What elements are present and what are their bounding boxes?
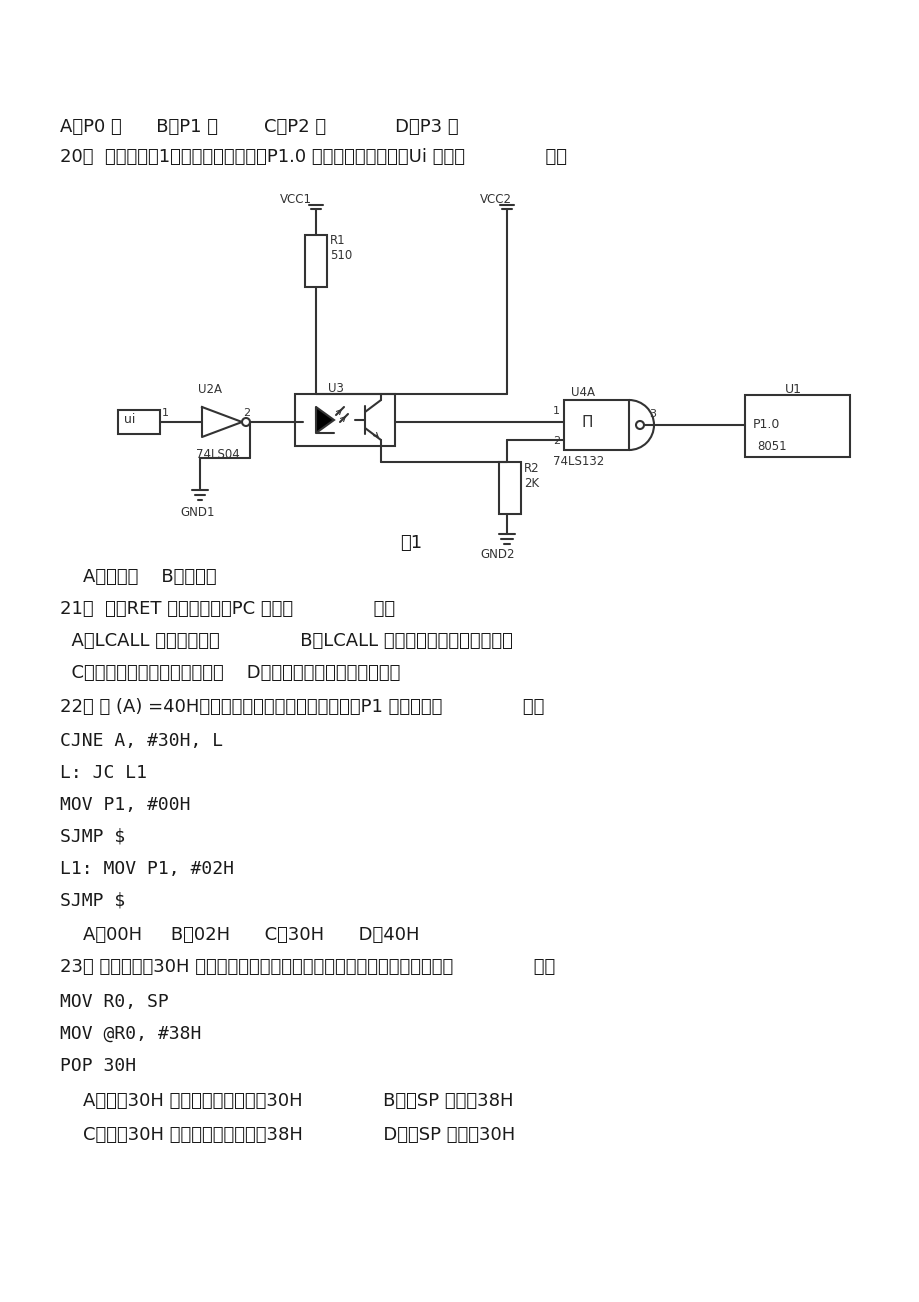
Bar [498,462,520,514]
Circle shape [242,418,250,426]
Text: VCC2: VCC2 [480,193,512,206]
Text: MOV @R0, #38H: MOV @R0, #38H [60,1025,201,1043]
Text: R1: R1 [330,234,346,247]
Text: SJMP $: SJMP $ [60,828,125,846]
Text: 510: 510 [330,249,352,262]
Text: L: JC L1: L: JC L1 [60,764,147,783]
Text: A、修攰30H 单元的内容，使之为30H              B、使SP 的値为38H: A、修攰30H 单元的内容，使之为30H B、使SP 的値为38H [60,1092,513,1111]
Text: MOV R0, SP: MOV R0, SP [60,993,168,1010]
Text: 2: 2 [243,408,250,418]
Text: 74LS04: 74LS04 [196,448,240,461]
Text: GND1: GND1 [180,506,214,519]
Text: 2K: 2K [524,477,539,490]
Text: 1: 1 [552,406,560,417]
Text: C、修攰30H 单元的内容，使之为38H              D、使SP 的値为30H: C、修攰30H 单元的内容，使之为38H D、使SP 的値为30H [60,1126,515,1144]
Text: 图1: 图1 [400,534,422,552]
Text: U3: U3 [328,381,344,395]
Text: ui: ui [124,413,135,426]
Text: A、LCALL 指令的首地址              B、LCALL 指令的下一条指令的首地址: A、LCALL 指令的首地址 B、LCALL 指令的下一条指令的首地址 [60,631,512,650]
Text: L1: MOV P1, #02H: L1: MOV P1, #02H [60,861,233,878]
Bar [295,395,394,447]
Text: 23． 假设已经抃30H 单元的内容压栈，再执行如下指令，则实现的功能是（              ）。: 23． 假设已经抃30H 单元的内容压栈，再执行如下指令，则实现的功能是（ ）。 [60,958,555,976]
Text: VCC1: VCC1 [279,193,312,206]
Text: 8051: 8051 [756,440,786,453]
Text: C、子程序第一条指令的首地址    D、子程序第一条指令的末地址: C、子程序第一条指令的首地址 D、子程序第一条指令的末地址 [60,664,400,682]
Circle shape [635,421,643,428]
Text: U1: U1 [784,383,800,396]
Text: A、高电平    B、低电平: A、高电平 B、低电平 [60,568,216,586]
Text: GND2: GND2 [480,548,514,561]
Bar [563,400,629,450]
Text: CJNE A, #30H, L: CJNE A, #30H, L [60,732,223,750]
Text: P1.0: P1.0 [752,418,779,431]
Text: 3: 3 [648,409,655,419]
Text: MOV P1, #00H: MOV P1, #00H [60,796,190,814]
Text: R2: R2 [524,462,539,475]
Bar [305,234,326,286]
Text: 22． 若 (A) =40H，分析下面的程序段，程序执行后P1 的内容是（              ）。: 22． 若 (A) =40H，分析下面的程序段，程序执行后P1 的内容是（ ）。 [60,698,544,716]
Text: POP 30H: POP 30H [60,1057,136,1075]
Text: 74LS132: 74LS132 [552,454,604,467]
Text: Π: Π [582,415,593,430]
Text: 20．  仔细分析图1所示电路，当单片机P1.0 为高电平时，输入的Ui 应为（              ）。: 20． 仔细分析图1所示电路，当单片机P1.0 为高电平时，输入的Ui 应为（ … [60,148,566,165]
Polygon shape [315,408,334,434]
Text: 2: 2 [552,436,560,447]
Text: A、P0 口      B、P1 口        C、P2 口            D、P3 口: A、P0 口 B、P1 口 C、P2 口 D、P3 口 [60,118,459,135]
Text: 1: 1 [162,408,169,418]
Bar [118,410,160,434]
Text: A。00H     B。02H      C。30H      D。40H: A。00H B。02H C。30H D。40H [60,926,419,944]
Text: SJMP $: SJMP $ [60,892,125,910]
Text: 21．  执行RET 指令时，送入PC 的是（              ）。: 21． 执行RET 指令时，送入PC 的是（ ）。 [60,600,394,618]
Text: U2A: U2A [198,383,221,396]
Bar [744,395,849,457]
Text: U4A: U4A [571,385,595,398]
